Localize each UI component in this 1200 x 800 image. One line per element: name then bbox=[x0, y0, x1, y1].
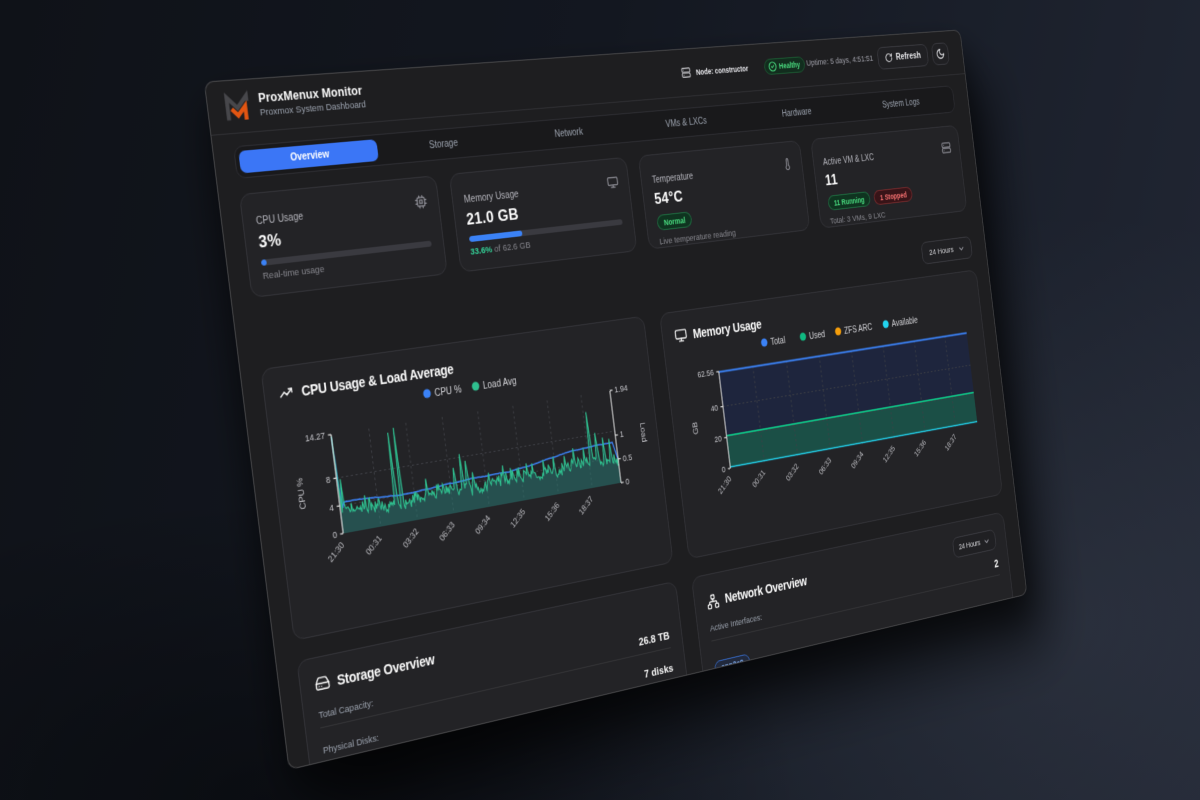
svg-text:GB: GB bbox=[691, 421, 700, 435]
svg-text:ZFS ARC: ZFS ARC bbox=[844, 323, 873, 337]
svg-text:62.56: 62.56 bbox=[697, 368, 714, 380]
svg-text:15:36: 15:36 bbox=[543, 500, 561, 523]
svg-text:4: 4 bbox=[329, 502, 335, 513]
svg-text:06:33: 06:33 bbox=[817, 456, 832, 477]
svg-text:15:36: 15:36 bbox=[913, 438, 927, 458]
svg-text:18:37: 18:37 bbox=[577, 494, 594, 516]
svg-text:1.94: 1.94 bbox=[614, 384, 628, 395]
svg-text:1: 1 bbox=[619, 430, 624, 440]
svg-text:14.27: 14.27 bbox=[305, 431, 326, 444]
svg-text:12:35: 12:35 bbox=[509, 507, 527, 530]
svg-text:20: 20 bbox=[714, 434, 722, 444]
svg-text:CPU %: CPU % bbox=[295, 477, 309, 511]
svg-text:06:33: 06:33 bbox=[438, 520, 457, 543]
svg-text:0: 0 bbox=[332, 530, 338, 541]
svg-text:0: 0 bbox=[721, 465, 726, 475]
svg-text:18:37: 18:37 bbox=[944, 432, 958, 452]
svg-text:Load: Load bbox=[638, 422, 649, 443]
svg-text:Used: Used bbox=[809, 330, 826, 342]
svg-text:09:34: 09:34 bbox=[473, 513, 491, 536]
svg-text:00:31: 00:31 bbox=[751, 468, 767, 489]
svg-text:8: 8 bbox=[325, 475, 331, 486]
svg-text:00:31: 00:31 bbox=[364, 533, 384, 557]
svg-text:21:30: 21:30 bbox=[326, 540, 346, 564]
svg-text:09:34: 09:34 bbox=[850, 450, 865, 471]
svg-text:40: 40 bbox=[710, 403, 718, 413]
svg-text:0: 0 bbox=[625, 477, 630, 487]
svg-text:21:30: 21:30 bbox=[717, 474, 733, 495]
svg-text:Load Avg: Load Avg bbox=[482, 376, 517, 392]
svg-text:Available: Available bbox=[891, 316, 918, 329]
svg-text:Total: Total bbox=[770, 336, 786, 348]
svg-text:0.5: 0.5 bbox=[622, 452, 633, 463]
svg-text:12:35: 12:35 bbox=[882, 444, 897, 464]
svg-text:03:32: 03:32 bbox=[401, 526, 420, 549]
svg-text:03:32: 03:32 bbox=[784, 462, 800, 483]
svg-text:CPU %: CPU % bbox=[434, 384, 462, 399]
